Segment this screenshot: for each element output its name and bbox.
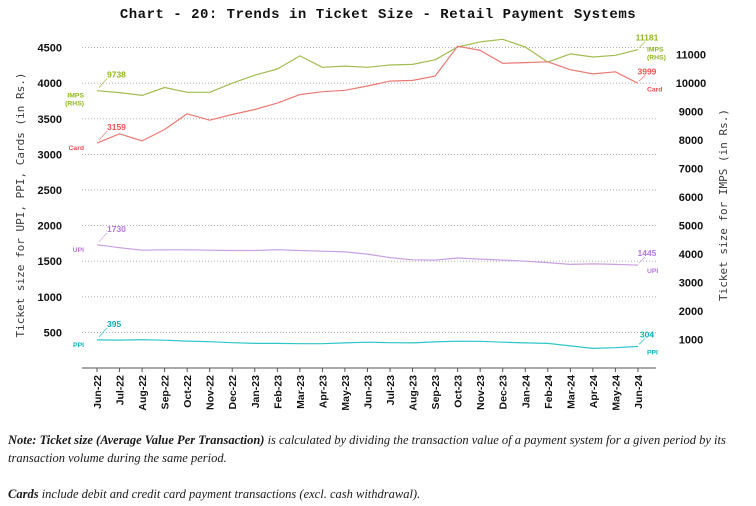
x-axis-tick-label: May-23 (340, 375, 352, 411)
note1-lead: Note: Ticket size (Average Value Per Tra… (8, 433, 265, 447)
right-axis-tick-label: 8000 (679, 135, 703, 147)
series-end-value: 304 (640, 329, 654, 339)
x-axis-tick-label: Sep-22 (160, 375, 172, 410)
leader-line (638, 256, 646, 264)
series-start-value: 9738 (107, 70, 126, 80)
x-axis-tick-label: Jun-22 (92, 375, 104, 409)
series-end-name: (RHS) (647, 55, 666, 62)
leader-line (638, 41, 646, 48)
left-axis-tick-label: 1500 (38, 256, 62, 268)
series-end-value: 1445 (637, 248, 656, 258)
series-start-name: IMPS (67, 93, 84, 100)
x-axis-tick-label: Dec-22 (227, 375, 239, 410)
x-axis-tick-label: Feb-23 (272, 375, 284, 409)
x-axis-tick-label: Mar-24 (565, 375, 577, 409)
right-axis-tick-label: 11000 (676, 50, 706, 62)
x-axis-tick-label: Jun-24 (633, 375, 645, 409)
leader-line (638, 75, 646, 82)
right-axis-tick-label: 3000 (679, 278, 703, 290)
series-start-name: Card (69, 145, 85, 152)
x-axis-tick-label: Nov-22 (205, 375, 217, 410)
x-axis-tick-label: Nov-23 (475, 375, 487, 410)
x-axis-tick-label: Mar-23 (295, 375, 307, 409)
left-axis-tick-label: 500 (44, 327, 62, 339)
series-start-value: 395 (107, 319, 121, 329)
series-line-upi (96, 244, 639, 266)
leader-line (98, 327, 108, 338)
series-end-value: 3999 (637, 66, 656, 76)
x-axis-tick-label: Apr-23 (317, 375, 329, 408)
series-start-value: 1730 (107, 224, 126, 234)
series-start-value: 3159 (107, 122, 126, 132)
left-axis-tick-label: 4500 (38, 43, 62, 55)
note1-body: is calculated by dividing the transactio… (8, 433, 726, 466)
left-axis-tick-label: 3500 (38, 114, 62, 126)
right-axis-tick-label: 9000 (679, 107, 703, 119)
x-axis-tick-label: Oct-22 (182, 375, 194, 408)
series-end-name: IMPS (647, 47, 664, 54)
leader-line (98, 130, 108, 141)
leader-line (638, 338, 646, 345)
x-axis-tick-label: Jun-23 (362, 375, 374, 409)
chart-notes: Note: Ticket size (Average Value Per Tra… (8, 431, 750, 506)
leader-line (98, 78, 108, 88)
left-axis-tick-label: 3000 (38, 149, 62, 161)
leader-line (98, 232, 108, 243)
right-axis-tick-label: 5000 (679, 221, 703, 233)
right-axis-tick-label: 4000 (679, 249, 703, 261)
x-axis-tick-label: May-24 (610, 375, 622, 411)
chart-title: Chart - 20: Trends in Ticket Size - Reta… (119, 7, 637, 23)
series-end-value: 11181 (636, 33, 659, 43)
series-line-ppi (96, 339, 639, 349)
x-axis-tick-label: Sep-23 (430, 375, 442, 410)
right-axis-tick-label: 2000 (679, 306, 703, 318)
series-line-card (96, 45, 639, 144)
note2-lead: Cards (8, 487, 39, 502)
chart-canvas: 500 1000 1500 2000 2500 3000 3500 4000 4500 1000 2… (14, 33, 730, 411)
series-start-name: UPI (73, 247, 84, 254)
x-axis-tick-label: Jul-23 (385, 375, 397, 406)
x-axis-tick-label: Jan-23 (250, 375, 262, 408)
x-axis-tick-label: Dec-23 (498, 375, 510, 410)
series-start-name: (RHS) (65, 101, 84, 108)
x-axis-tick-label: Jul-22 (115, 375, 127, 406)
x-axis-tick-label: Aug-23 (408, 375, 420, 411)
series-end-name: Card (647, 86, 663, 93)
right-axis-tick-label: 7000 (679, 164, 703, 176)
x-axis-tick-label: Feb-24 (543, 375, 555, 409)
left-axis-tick-label: 4000 (38, 78, 62, 90)
x-axis-tick-label: Oct-23 (453, 375, 465, 408)
left-axis-title: Ticket size for UPI, PPI, Cards (in Rs.) (14, 73, 27, 338)
right-axis-tick-label: 6000 (679, 192, 703, 204)
x-axis-tick-label: Aug-22 (137, 375, 149, 411)
note-ticket-size: Note: Ticket size (Average Value Per Tra… (8, 431, 750, 467)
left-axis-tick-label: 1000 (38, 292, 62, 304)
note-cards: Cards include debit and credit card paym… (8, 485, 750, 503)
series-end-name: PPI (647, 349, 658, 356)
series-end-name: UPI (647, 268, 658, 275)
note2-body: include debit and credit card payment tr… (38, 487, 421, 502)
left-axis-tick-label: 2000 (38, 221, 62, 233)
right-axis-title: Ticket size for IMPS (in Rs.) (717, 109, 730, 301)
x-axis-tick-label: Jan-24 (520, 375, 532, 408)
right-axis-tick-label: 10000 (676, 78, 707, 90)
series-start-name: PPI (73, 342, 84, 349)
x-axis-tick-label: Apr-24 (588, 375, 600, 408)
left-axis-tick-label: 2500 (38, 185, 62, 197)
right-axis-tick-label: 1000 (679, 335, 703, 347)
